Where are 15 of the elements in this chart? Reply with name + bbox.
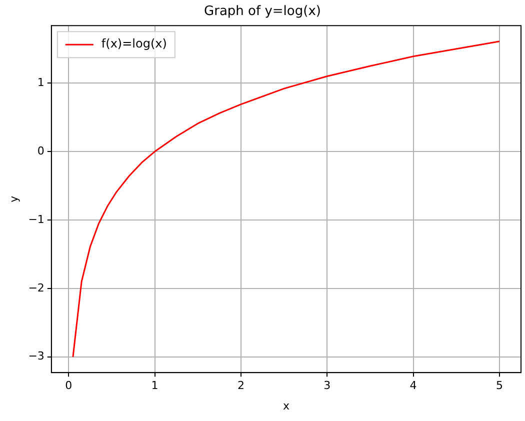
chart-title: Graph of y=log(x): [204, 4, 321, 20]
y-tick-label: 1: [37, 76, 44, 89]
y-tick-label: −2: [28, 281, 44, 294]
x-tick-label: 0: [65, 379, 72, 392]
x-tick-label: 1: [151, 379, 158, 392]
x-tick-label: 4: [410, 379, 417, 392]
y-tick-label: −3: [28, 350, 44, 363]
y-tick-label: 0: [37, 144, 44, 158]
y-tick-label: −1: [28, 212, 44, 226]
x-tick-label: 2: [237, 379, 244, 392]
y-axis-title: y: [7, 195, 20, 202]
x-tick-label: 5: [496, 379, 503, 392]
legend-label: f(x)=log(x): [101, 36, 167, 51]
x-tick-label: 3: [324, 379, 331, 392]
x-axis-title: x: [282, 399, 290, 412]
